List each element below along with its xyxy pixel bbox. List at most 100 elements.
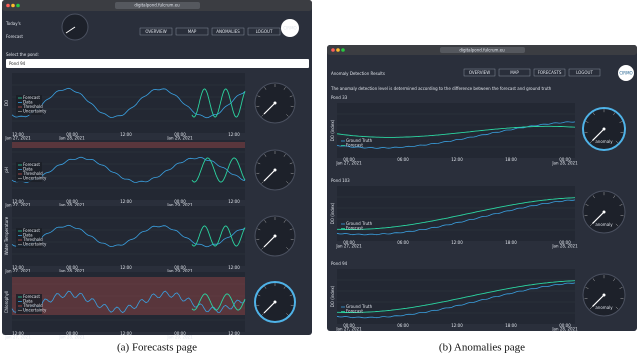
forecast-line: [191, 293, 246, 311]
ground-truth-line: [336, 121, 576, 149]
x-tick-label: Jan 28, 2021: [58, 136, 85, 141]
forecast-line: [191, 88, 246, 118]
x-tick-label: Jan 28, 2021: [551, 327, 578, 332]
close-button[interactable]: [331, 48, 335, 52]
ground-truth-line: [336, 282, 576, 319]
nav-label: FORECASTS: [538, 70, 562, 75]
gauge-tick: [257, 228, 261, 231]
x-tick-label: Jan 28, 2021: [58, 335, 85, 340]
gauge-tick: [257, 95, 261, 98]
logo-text: CIRMO: [619, 71, 632, 76]
gauge-tick: [290, 172, 294, 174]
gauge-tick: [619, 121, 623, 123]
nav-button[interactable]: [247, 27, 281, 36]
nav-button[interactable]: [568, 68, 601, 77]
gauge-tick: [257, 162, 261, 165]
legend-label: Ground Truth: [346, 138, 373, 143]
gauge-tick: [589, 140, 593, 144]
nav-label: OVERVIEW: [469, 70, 490, 75]
nav-button[interactable]: [463, 68, 496, 77]
gauge-needle: [263, 235, 276, 248]
legend-box: [16, 162, 42, 182]
data-line: [11, 290, 246, 314]
x-tick-label: 12:00: [120, 199, 132, 204]
gauge-tick: [592, 195, 595, 199]
description: The anomaly detection level is determine…: [330, 86, 552, 91]
legend-label: Forecast: [23, 95, 40, 100]
pond-label: Pond 103: [331, 178, 350, 183]
nav-button[interactable]: [139, 27, 173, 36]
legend-label: Data: [23, 167, 33, 172]
legend-label: Forecast: [346, 309, 363, 314]
gauge-tick: [264, 154, 267, 157]
x-tick-label: 12:00: [120, 265, 132, 270]
minimize-button[interactable]: [11, 3, 15, 8]
gauge-label: anomaly: [595, 139, 613, 144]
gauge-tick: [256, 238, 260, 240]
legend-label: Ground Truth: [346, 221, 373, 226]
x-tick-label: 00:00: [174, 132, 186, 137]
nav-button[interactable]: [211, 27, 245, 36]
gauge-hub: [273, 234, 277, 238]
x-tick-label: 00:00: [343, 323, 355, 328]
gauge-tick: [261, 313, 264, 316]
gauge-hub: [273, 168, 277, 172]
gauge-hub: [602, 210, 606, 214]
legend-label: Data: [23, 100, 33, 105]
gauge-tick: [592, 112, 595, 116]
gauge-tick: [290, 238, 294, 240]
caption: (a) Forecasts page: [117, 342, 197, 354]
x-tick-label: 12:00: [451, 323, 463, 328]
gauge-tick: [289, 162, 293, 165]
nav-label: MAP: [510, 70, 519, 75]
gauge-tick: [289, 294, 293, 297]
x-tick-label: 00:00: [559, 323, 571, 328]
x-tick-label: 00:00: [66, 265, 78, 270]
x-tick-label: 12:00: [228, 199, 240, 204]
logo: [618, 65, 634, 81]
plot-area: [12, 140, 245, 200]
gauge-tick: [289, 228, 293, 231]
x-tick-label: 00:00: [343, 157, 355, 162]
forecast-line: [337, 280, 576, 313]
minimize-button[interactable]: [336, 48, 340, 52]
x-tick-label: Jan 28, 2021: [551, 161, 578, 166]
x-tick-label: Jan 29, 2021: [166, 269, 193, 274]
x-tick-label: 12:00: [451, 240, 463, 245]
x-tick-label: 12:00: [12, 132, 24, 137]
x-tick-label: 00:00: [174, 265, 186, 270]
gauge-tick: [264, 220, 267, 223]
zoom-button[interactable]: [341, 48, 345, 52]
gauge-tick: [620, 132, 624, 134]
url-bar[interactable]: [440, 47, 525, 53]
pond-label: Pond 33: [331, 95, 348, 100]
x-tick-label: 06:00: [397, 323, 409, 328]
gauge-tick: [585, 287, 589, 289]
y-axis-label: DO (index): [330, 202, 335, 224]
plot-area: [337, 103, 575, 158]
legend-label: Threshold: [22, 171, 43, 176]
gauge-tick: [613, 278, 616, 282]
nav-button[interactable]: [533, 68, 566, 77]
gauge-needle: [592, 211, 605, 224]
nav-button[interactable]: [175, 27, 209, 36]
x-tick-label: Jan 27, 2021: [4, 335, 31, 340]
url-bar[interactable]: [115, 2, 200, 9]
x-tick-label: 00:00: [343, 240, 355, 245]
gauge-tick: [615, 140, 619, 144]
gauge-tick: [613, 112, 616, 116]
nav-label: LOGOUT: [256, 29, 273, 34]
close-button[interactable]: [6, 3, 10, 8]
zoom-button[interactable]: [16, 3, 20, 8]
gauge-tick: [290, 105, 294, 107]
x-tick-label: Jan 29, 2021: [166, 335, 193, 340]
gauge-tick: [283, 87, 286, 90]
pond-dropdown[interactable]: [6, 59, 309, 68]
ground-truth-line: [336, 199, 576, 236]
y-axis-label: Water Temperature: [4, 216, 9, 255]
nav-button[interactable]: [498, 68, 531, 77]
gauge-tick: [584, 215, 588, 217]
logo-text: CIRMO: [283, 26, 296, 31]
gauge-tick: [261, 181, 264, 184]
